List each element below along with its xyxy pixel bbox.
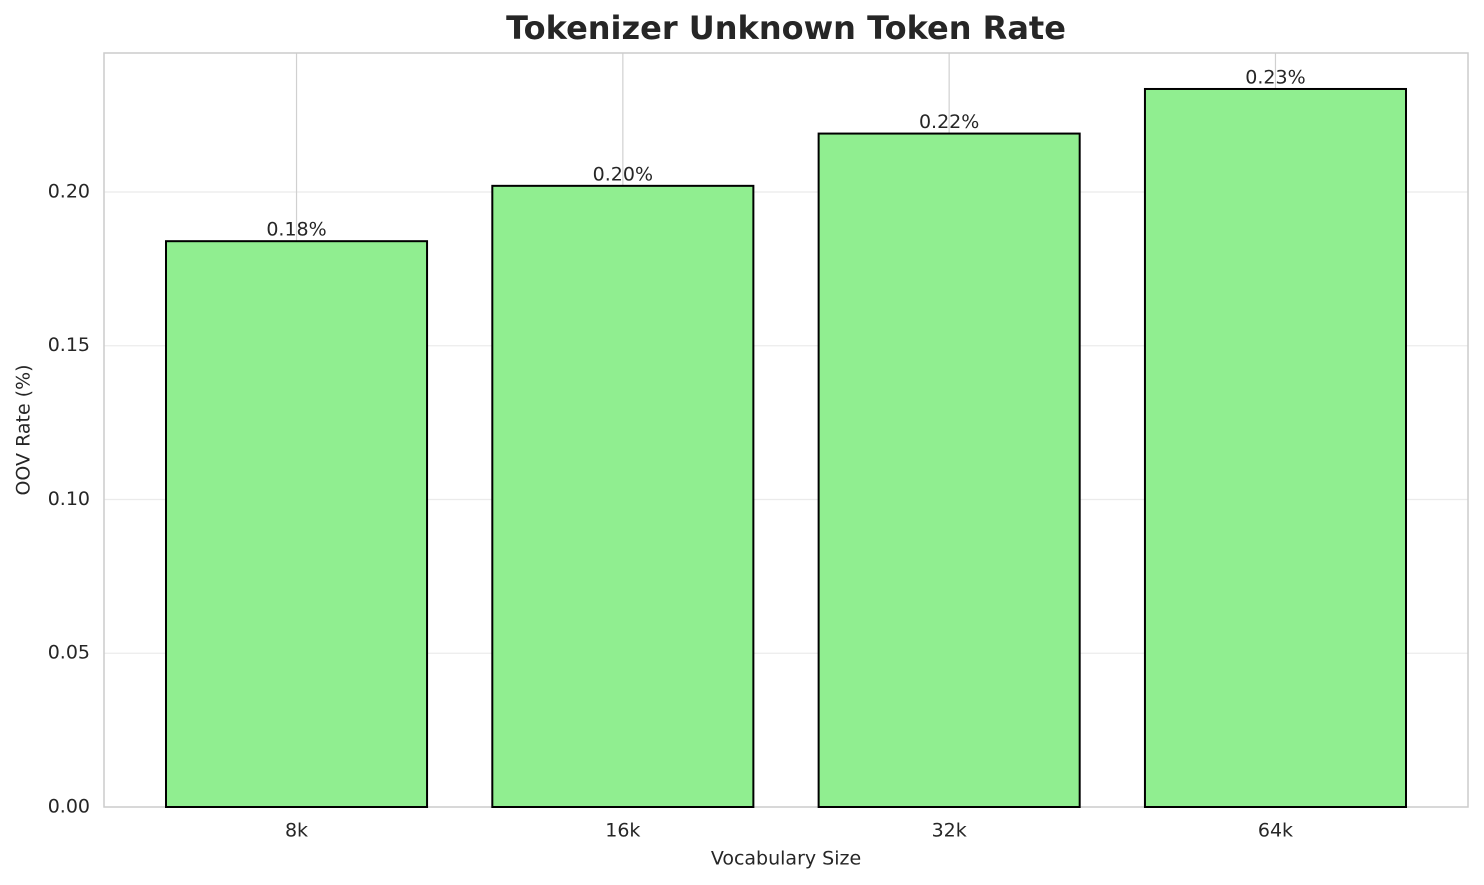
bar bbox=[1143, 87, 1408, 809]
chart-title: Tokenizer Unknown Token Rate bbox=[506, 9, 1066, 47]
y-axis-label: OOV Rate (%) bbox=[13, 364, 35, 495]
x-tick-label: 16k bbox=[605, 820, 640, 842]
x-tick-label: 8k bbox=[285, 820, 308, 842]
y-tick-label: 0.05 bbox=[48, 642, 90, 664]
bar bbox=[491, 184, 755, 809]
bar bbox=[817, 132, 1081, 809]
plot-frame bbox=[103, 52, 1469, 808]
y-tick-label: 0.20 bbox=[48, 180, 90, 202]
value-label: 0.22% bbox=[919, 111, 979, 133]
value-label: 0.18% bbox=[266, 219, 326, 241]
bar bbox=[165, 240, 429, 808]
y-tick-label: 0.15 bbox=[48, 334, 90, 356]
x-tick-label: 32k bbox=[932, 820, 967, 842]
x-axis-label: Vocabulary Size bbox=[711, 848, 861, 870]
x-tick-label: 64k bbox=[1258, 820, 1293, 842]
y-tick-label: 0.10 bbox=[48, 488, 90, 510]
value-label: 0.23% bbox=[1245, 66, 1305, 88]
value-label: 0.20% bbox=[593, 163, 653, 185]
y-tick-label: 0.00 bbox=[48, 796, 90, 818]
